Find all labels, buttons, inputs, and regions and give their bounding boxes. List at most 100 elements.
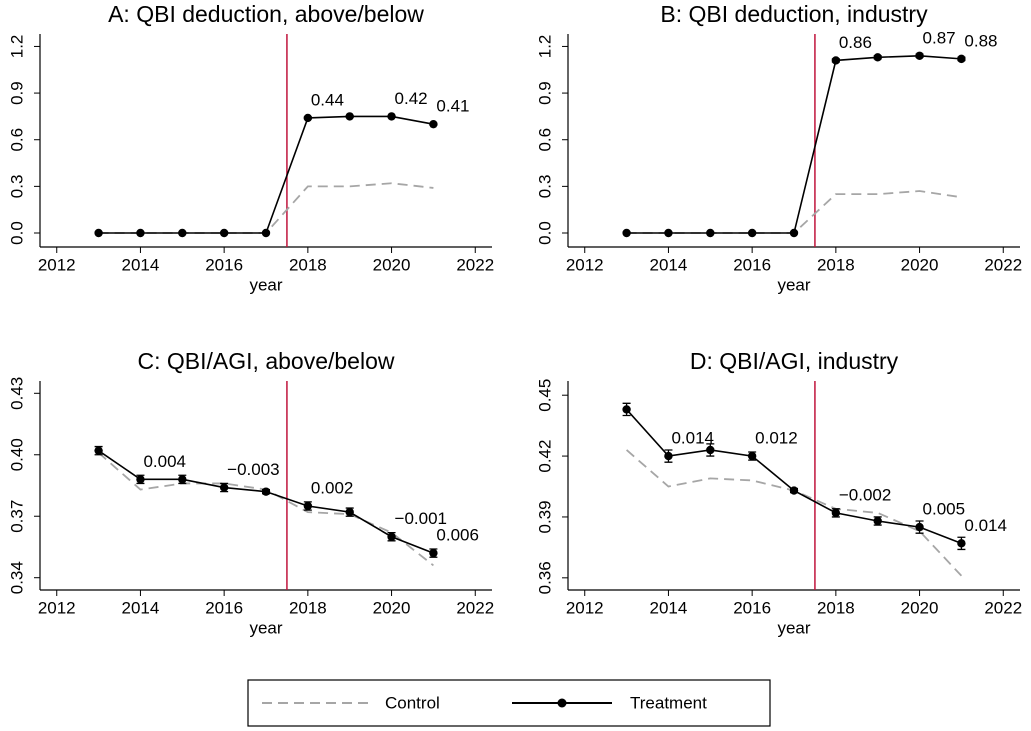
x-tick-label: 2018 [289,598,327,617]
data-point [622,405,631,414]
data-point [664,228,673,238]
y-tick-label: 0.3 [535,175,554,199]
annotation: 0.44 [311,90,344,109]
y-tick-label: 0.36 [535,561,554,594]
data-point [136,475,145,484]
y-tick-label: 0.9 [7,81,26,105]
y-tick-label: 0.42 [535,440,554,473]
chart-title: C: QBI/AGI, above/below [138,348,395,374]
data-point [915,522,924,532]
annotation: −0.003 [227,460,279,479]
annotation: −0.001 [395,509,447,528]
x-tick-label: 2020 [373,598,411,617]
data-point [345,112,354,121]
x-axis-label: year [249,618,282,637]
x-tick-label: 2012 [566,598,604,617]
legend-marker [557,698,567,708]
data-point [178,228,187,238]
data-point [747,228,757,238]
data-point [873,53,882,62]
data-point [831,56,841,65]
data-point [303,113,313,123]
y-tick-label: 0.40 [7,438,26,471]
x-tick-label: 2012 [566,255,604,274]
data-point [345,507,354,517]
y-tick-label: 0.39 [535,500,554,533]
annotation: −0.002 [839,485,891,504]
data-point [831,508,841,518]
chart-title: D: QBI/AGI, industry [690,348,899,374]
data-point [664,451,673,461]
data-point [94,228,103,238]
annotation: 0.41 [436,97,469,116]
x-axis-label: year [777,275,810,294]
y-tick-label: 0.6 [535,128,554,152]
x-tick-label: 2020 [373,255,411,274]
annotation: 0.86 [839,33,872,52]
x-tick-label: 2022 [456,598,494,617]
data-point [915,51,924,60]
data-point [789,228,799,238]
x-tick-label: 2020 [901,255,939,274]
x-tick-label: 2014 [122,598,160,617]
data-point [219,228,229,238]
x-tick-label: 2022 [984,255,1022,274]
x-tick-label: 2014 [650,255,688,274]
annotation: 0.014 [671,429,714,448]
y-tick-label: 0.0 [7,221,26,245]
data-point [303,501,313,511]
y-tick-label: 0.37 [7,500,26,533]
x-tick-label: 2018 [817,598,855,617]
data-point [219,483,229,492]
annotation: 0.014 [964,516,1007,535]
data-point [957,539,966,548]
data-point [747,451,757,461]
x-tick-label: 2022 [984,598,1022,617]
x-tick-label: 2018 [289,255,327,274]
y-tick-label: 0.0 [535,221,554,245]
x-axis-label: year [249,275,282,294]
x-tick-label: 2016 [733,598,771,617]
y-tick-label: 1.2 [535,35,554,59]
data-point [706,445,715,455]
annotation: 0.88 [964,31,997,50]
annotation: 0.005 [923,500,966,519]
legend-label: Control [385,693,440,712]
data-point [789,486,799,495]
data-point [429,548,438,558]
y-tick-label: 0.6 [7,128,26,152]
x-tick-label: 2020 [901,598,939,617]
y-tick-label: 0.43 [7,377,26,410]
x-tick-label: 2016 [205,598,243,617]
legend-label: Treatment [630,693,707,712]
data-point [873,516,882,526]
data-point [429,119,438,129]
data-point [387,532,396,541]
x-tick-label: 2016 [205,255,243,274]
data-point [261,487,271,496]
data-point [957,54,966,64]
data-point [706,228,715,238]
data-point [261,228,271,238]
annotation: 0.42 [395,89,428,108]
x-tick-label: 2014 [650,598,688,617]
annotation: 0.012 [755,429,798,448]
chart-title: A: QBI deduction, above/below [108,1,424,27]
annotation: 0.87 [923,28,956,47]
x-tick-label: 2022 [456,255,494,274]
annotation: 0.002 [311,478,354,497]
x-tick-label: 2012 [38,598,76,617]
x-tick-label: 2014 [122,255,160,274]
y-tick-label: 0.9 [535,81,554,105]
annotation: 0.004 [143,452,186,471]
data-point [387,112,396,121]
chart-title: B: QBI deduction, industry [660,1,928,27]
y-tick-label: 0.45 [535,379,554,412]
x-tick-label: 2018 [817,255,855,274]
x-axis-label: year [777,618,810,637]
data-point [136,228,145,238]
y-tick-label: 1.2 [7,35,26,59]
annotation: 0.006 [436,526,479,545]
